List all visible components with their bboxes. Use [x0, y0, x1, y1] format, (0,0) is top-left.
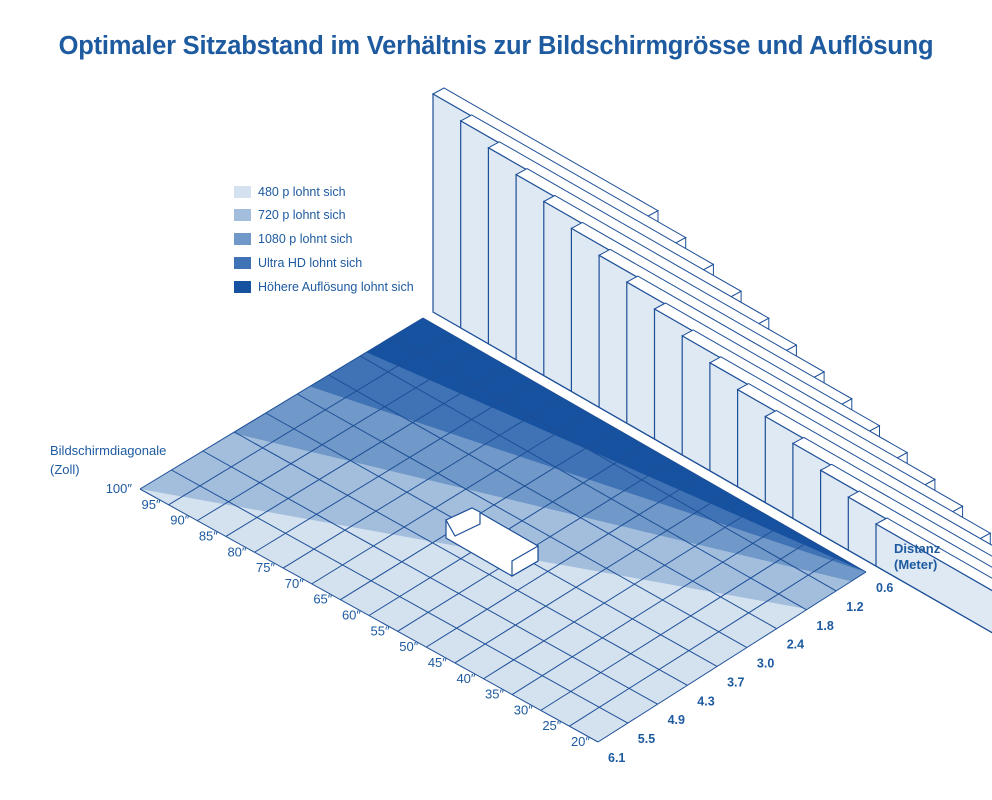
legend-label: Ultra HD lohnt sich: [258, 256, 363, 270]
distance-tick-label: 4.9: [668, 713, 685, 727]
grid-line-size: [139, 317, 424, 490]
distance-tick-label: 2.4: [787, 638, 804, 652]
size-axis-title: Bildschirmdiagonale (Zoll): [50, 441, 166, 479]
legend-label: Höhere Auflösung lohnt sich: [258, 280, 414, 294]
size-tick-label: 60″: [342, 608, 361, 623]
size-tick-label: 100″: [106, 481, 133, 496]
size-tick-label: 70″: [285, 576, 304, 591]
size-tick-label: 80″: [227, 544, 246, 559]
sofa-icon: [445, 507, 539, 578]
grid-line-size: [196, 349, 479, 522]
zone-h-here-aufl-sung-lohnt-sich: [366, 318, 866, 572]
legend-swatch-ultra-hd: [234, 257, 251, 269]
grid-line-size: [483, 508, 756, 680]
grid-line-size: [168, 333, 451, 506]
distance-tick-label: 5.5: [638, 732, 655, 746]
size-tick-label: 25″: [542, 718, 561, 733]
grid-line-size: [511, 523, 784, 695]
size-tick-label: 50″: [399, 639, 418, 654]
distance-tick-label: 3.7: [727, 675, 744, 689]
size-tick-label: 40″: [456, 671, 475, 686]
legend-label: 720 p lohnt sich: [258, 208, 346, 222]
grid-line-size: [311, 412, 590, 585]
size-tick-labels: 100″ 95″ 90″ 85″ 80″ 75″ 70″ 65″ 60″ 55″ 50″ 45″ 40″…: [106, 481, 591, 749]
grid-line-size: [425, 476, 701, 648]
distance-tick-label: 3.0: [757, 657, 774, 671]
size-tick-label: 90″: [170, 513, 189, 528]
distance-tick-label: 1.8: [816, 619, 833, 633]
screen-panels: [431, 87, 992, 634]
grid-line-size: [282, 396, 562, 569]
grid-line-size: [540, 539, 811, 711]
distance-tick-label: 0.6: [876, 581, 893, 595]
size-tick-label: 95″: [142, 497, 161, 512]
size-axis-title-line1: Bildschirmdiagonale: [50, 443, 167, 458]
size-tick-label: 45″: [428, 655, 447, 670]
screen-top: [874, 517, 992, 592]
distance-tick-label: 4.3: [697, 694, 714, 708]
distance-axis-title-line2: (Meter): [894, 557, 938, 572]
chart-title: Optimaler Sitzabstand im Verhältnis zur …: [58, 32, 934, 60]
legend-label: 1080 p lohnt sich: [258, 232, 353, 246]
sofa-arm: [511, 544, 539, 578]
grid-line-size: [225, 365, 507, 537]
grid-line-size: [254, 381, 535, 553]
legend-swatch-1080p: [234, 233, 251, 245]
distance-tick-label: 1.2: [846, 600, 863, 614]
legend-swatch-480p: [234, 186, 251, 198]
grid-line-size: [597, 571, 867, 743]
distance-tick-label: 6.1: [608, 751, 625, 765]
size-tick-label: 55″: [371, 623, 390, 638]
legend-label: 480 p lohnt sich: [258, 185, 346, 199]
size-tick-label: 20″: [571, 734, 590, 749]
size-axis-title-line2: (Zoll): [50, 462, 80, 477]
size-tick-label: 85″: [199, 528, 218, 543]
distance-axis-title-line1: Distanz: [894, 541, 941, 556]
size-tick-label: 75″: [256, 560, 275, 575]
grid-line-size: [454, 492, 728, 664]
grid-line-size: [569, 555, 839, 727]
legend-swatch-higher: [234, 281, 251, 293]
screen-20: [875, 522, 992, 634]
size-tick-label: 30″: [514, 702, 533, 717]
sofa-back: [445, 507, 481, 537]
legend-swatch-720p: [234, 209, 251, 221]
distance-axis-title: Distanz (Meter): [894, 541, 940, 573]
size-tick-label: 65″: [313, 592, 332, 607]
size-tick-label: 35″: [485, 687, 504, 702]
distance-tick-labels: 0.6 1.2 1.8 2.4 3.0 3.7 4.3 4.9 5.5 6.1: [608, 581, 893, 765]
